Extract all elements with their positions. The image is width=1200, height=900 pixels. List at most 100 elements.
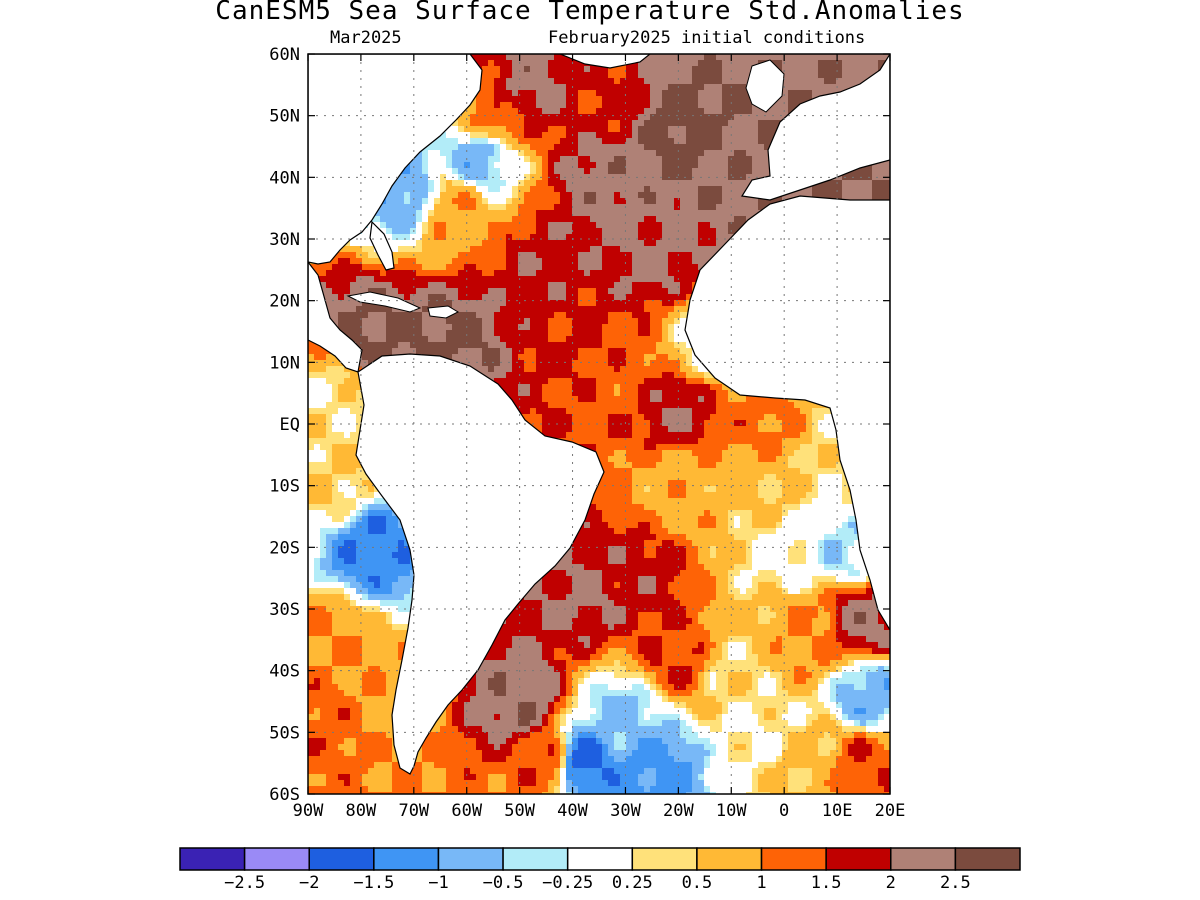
anomaly-cell <box>506 294 513 301</box>
anomaly-cell <box>686 294 693 301</box>
anomaly-cell <box>554 354 561 361</box>
anomaly-cell <box>512 210 519 217</box>
anomaly-cell <box>542 90 549 97</box>
anomaly-cell <box>800 192 807 199</box>
anomaly-cell <box>530 300 537 307</box>
anomaly-cell <box>824 90 831 97</box>
anomaly-cell <box>638 174 645 181</box>
anomaly-cell <box>842 78 849 85</box>
anomaly-cell <box>578 126 585 133</box>
anomaly-cell <box>494 204 501 211</box>
anomaly-cell <box>524 174 531 181</box>
anomaly-cell <box>842 192 849 199</box>
anomaly-cell <box>668 192 675 199</box>
anomaly-cell <box>428 318 435 325</box>
anomaly-cell <box>584 174 591 181</box>
anomaly-cell <box>446 150 453 157</box>
anomaly-cell <box>698 234 705 241</box>
anomaly-cell <box>716 234 723 241</box>
anomaly-cell <box>698 240 705 247</box>
anomaly-cell <box>476 174 483 181</box>
anomaly-cell <box>320 264 327 271</box>
anomaly-cell <box>692 228 699 235</box>
anomaly-cell <box>536 312 543 319</box>
anomaly-cell <box>662 222 669 229</box>
anomaly-cell <box>512 60 519 67</box>
anomaly-cell <box>566 84 573 91</box>
anomaly-cell <box>380 264 387 271</box>
anomaly-cell <box>620 72 627 79</box>
anomaly-cell <box>440 330 447 337</box>
anomaly-cell <box>488 156 495 163</box>
anomaly-cell <box>704 174 711 181</box>
anomaly-cell <box>470 240 477 247</box>
anomaly-cell <box>566 330 573 337</box>
anomaly-cell <box>506 114 513 121</box>
anomaly-cell <box>464 168 471 175</box>
anomaly-cell <box>776 114 783 121</box>
anomaly-cell <box>668 300 675 307</box>
anomaly-cell <box>464 198 471 205</box>
anomaly-cell <box>770 126 777 133</box>
anomaly-cell <box>626 246 633 253</box>
anomaly-cell <box>662 318 669 325</box>
anomaly-cell <box>806 192 813 199</box>
anomaly-cell <box>686 90 693 97</box>
anomaly-cell <box>560 156 567 163</box>
anomaly-cell <box>626 198 633 205</box>
anomaly-cell <box>608 312 615 319</box>
anomaly-cell <box>746 66 753 73</box>
anomaly-cell <box>416 264 423 271</box>
anomaly-cell <box>602 192 609 199</box>
anomaly-cell <box>560 348 567 355</box>
anomaly-cell <box>680 84 687 91</box>
anomaly-cell <box>830 60 837 67</box>
anomaly-cell <box>848 72 855 79</box>
anomaly-cell <box>596 66 603 73</box>
anomaly-cell <box>578 90 585 97</box>
anomaly-cell <box>488 96 495 103</box>
anomaly-cell <box>392 282 399 289</box>
anomaly-cell <box>662 132 669 139</box>
anomaly-cell <box>650 294 657 301</box>
anomaly-cell <box>638 72 645 79</box>
anomaly-cell <box>884 162 890 169</box>
anomaly-cell <box>584 348 591 355</box>
anomaly-cell <box>752 60 759 67</box>
anomaly-cell <box>740 120 747 127</box>
anomaly-cell <box>548 66 555 73</box>
anomaly-cell <box>590 288 597 295</box>
anomaly-cell <box>452 150 459 157</box>
anomaly-cell <box>476 312 483 319</box>
anomaly-cell <box>656 198 663 205</box>
anomaly-cell <box>728 186 735 193</box>
anomaly-cell <box>674 234 681 241</box>
anomaly-cell <box>386 288 393 295</box>
anomaly-cell <box>656 282 663 289</box>
anomaly-cell <box>584 258 591 265</box>
anomaly-cell <box>410 342 417 349</box>
anomaly-cell <box>614 126 621 133</box>
anomaly-cell <box>506 318 513 325</box>
anomaly-cell <box>356 300 363 307</box>
anomaly-cell <box>500 132 507 139</box>
anomaly-cell <box>440 348 447 355</box>
anomaly-cell <box>686 156 693 163</box>
anomaly-cell <box>632 324 639 331</box>
anomaly-cell <box>656 126 663 133</box>
anomaly-cell <box>482 288 489 295</box>
anomaly-cell <box>428 186 435 193</box>
anomaly-cell <box>626 330 633 337</box>
anomaly-cell <box>530 138 537 145</box>
anomaly-cell <box>644 270 651 277</box>
anomaly-cell <box>692 102 699 109</box>
anomaly-cell <box>476 288 483 295</box>
anomaly-cell <box>614 330 621 337</box>
anomaly-cell <box>608 300 615 307</box>
anomaly-cell <box>692 222 699 229</box>
anomaly-cell <box>620 258 627 265</box>
anomaly-cell <box>782 108 789 115</box>
anomaly-cell <box>500 150 507 157</box>
anomaly-cell <box>464 186 471 193</box>
anomaly-cell <box>608 156 615 163</box>
